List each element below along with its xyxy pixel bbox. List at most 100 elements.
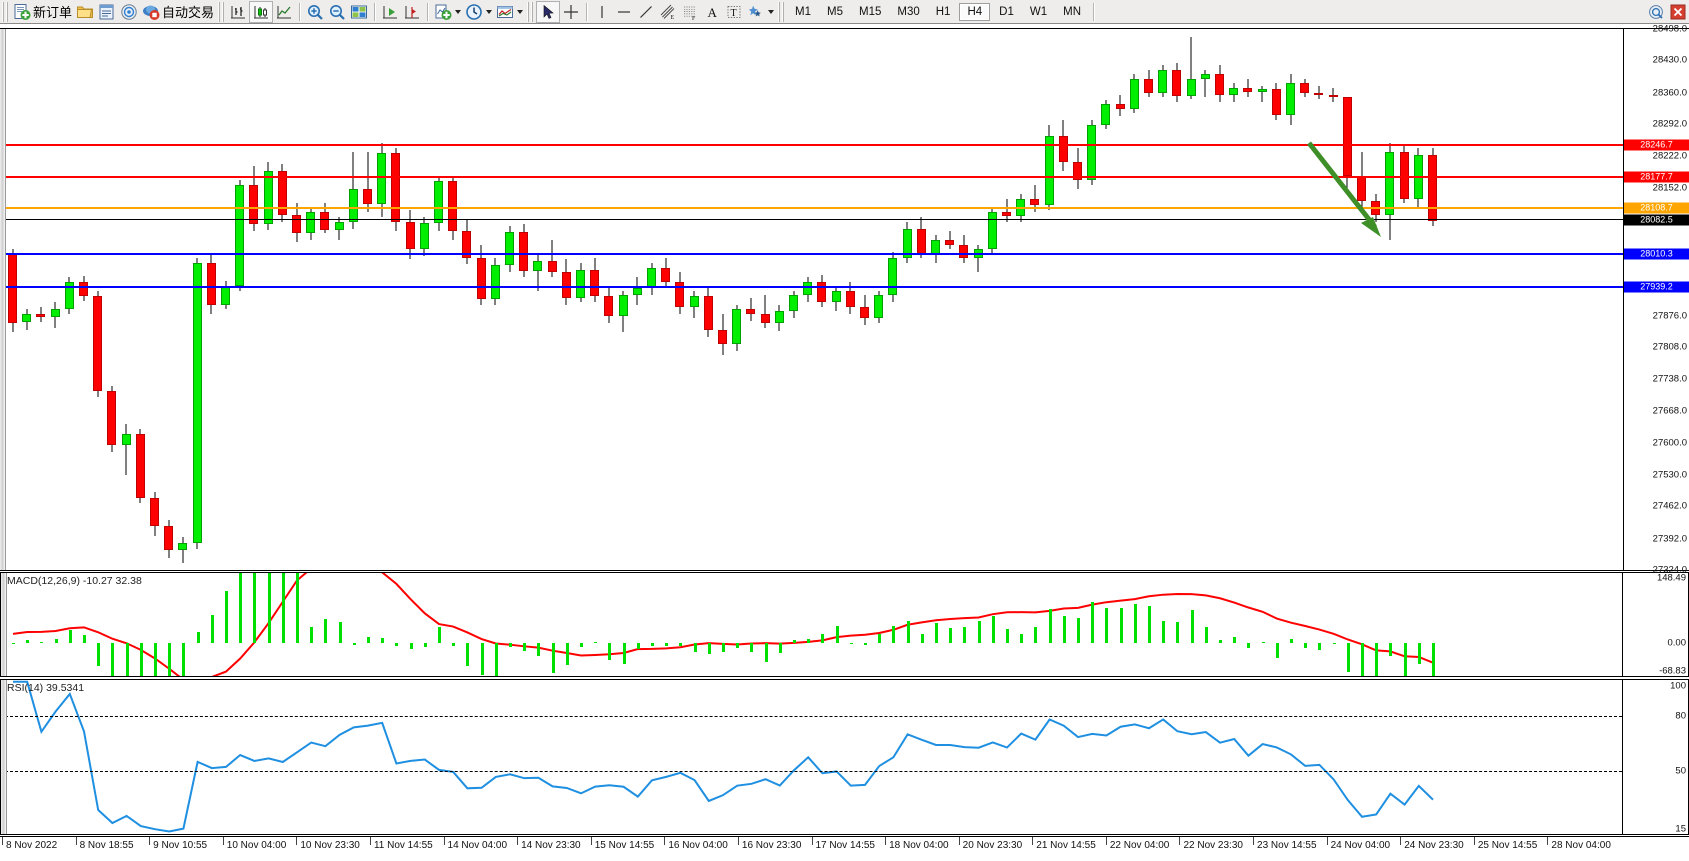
candlestick-chart-button[interactable]	[249, 0, 274, 23]
indicators-button[interactable]	[432, 1, 463, 23]
rsi-plot-area[interactable]	[5, 680, 1622, 834]
rsi-pane-grip[interactable]	[1, 680, 7, 834]
help-button[interactable]	[1645, 1, 1667, 23]
cursor-button[interactable]	[536, 0, 561, 23]
bar-chart-button[interactable]	[227, 1, 249, 23]
level-badge-support[interactable]: 27939.2	[1624, 281, 1689, 292]
macd-histogram-bar	[1091, 602, 1095, 644]
zoom-in-button[interactable]	[304, 1, 326, 23]
candle	[150, 29, 159, 570]
price-plot-area[interactable]	[4, 29, 1623, 570]
macd-label: MACD(12,26,9) -10.27 32.38	[7, 575, 142, 587]
close-button[interactable]	[1667, 1, 1689, 23]
folder-icon	[76, 3, 94, 21]
timeframe-h4[interactable]: H4	[959, 2, 991, 21]
time-tick: 24 Nov 23:30	[1404, 840, 1464, 851]
time-axis[interactable]: 8 Nov 2022 8 Nov 18:55 9 Nov 10:55 10 Nov 0…	[0, 836, 1689, 861]
candle	[93, 29, 103, 570]
auto-trading-button[interactable]: 自动交易	[140, 1, 216, 23]
toolbar-grip[interactable]	[2, 1, 9, 22]
macd-histogram-bar	[963, 627, 967, 644]
macd-axis[interactable]: 148.49 0.00 -68.83	[1622, 573, 1688, 677]
macd-histogram-bar	[1361, 643, 1364, 676]
candle-body	[320, 212, 330, 230]
crosshair-button[interactable]	[560, 1, 582, 23]
timeframe-mn[interactable]: MN	[1063, 5, 1081, 18]
macd-histogram-bar	[523, 643, 527, 651]
chevron-down-icon-3[interactable]	[517, 9, 524, 14]
zoom-out-button[interactable]	[326, 1, 348, 23]
level-badge-last-price[interactable]: 28082.5	[1624, 214, 1689, 226]
macd-plot-area[interactable]	[5, 573, 1622, 676]
level-line-resistance[interactable]	[4, 175, 1623, 178]
level-badge-resistance[interactable]: 28177.7	[1624, 171, 1689, 183]
level-line-pivot[interactable]	[4, 207, 1623, 210]
horizontal-line-button[interactable]	[613, 1, 635, 23]
candle	[419, 29, 429, 570]
text-button[interactable]: A	[701, 1, 723, 23]
timeframe-m1[interactable]: M1	[795, 5, 812, 18]
rsi-axis[interactable]: 100 80 50 15	[1622, 680, 1688, 835]
toolbar-grip-2[interactable]	[218, 1, 226, 22]
level-line-last-price[interactable]	[4, 219, 1623, 221]
signals-button[interactable]	[118, 1, 140, 23]
line-chart-button[interactable]	[273, 1, 295, 23]
candle	[164, 29, 174, 570]
timeframe-m30[interactable]: M30	[897, 5, 920, 18]
candle-body	[860, 306, 869, 319]
timeframe-d1[interactable]: D1	[999, 5, 1014, 18]
timeframe-h1[interactable]: H1	[935, 5, 951, 18]
rsi-pane[interactable]: RSI(14) 39.5341 100 80 50 15	[0, 679, 1689, 835]
tile-windows-button[interactable]	[348, 1, 370, 23]
time-tick: 28 Nov 04:00	[1551, 840, 1611, 851]
shift-end-button[interactable]	[379, 1, 401, 23]
equidistant-channel-button[interactable]: E	[657, 1, 679, 23]
timeframe-m15[interactable]: M15	[859, 5, 882, 18]
timeframe-w1[interactable]: W1	[1029, 5, 1048, 18]
candle-body	[1158, 69, 1168, 93]
level-badge-support[interactable]: 28010.3	[1624, 248, 1689, 260]
timeframe-m5[interactable]: M5	[827, 5, 843, 18]
toolbar-separator-2	[374, 2, 376, 21]
candle-body	[135, 433, 145, 499]
candle	[64, 29, 74, 570]
chevron-down-icon[interactable]	[455, 9, 462, 14]
candle	[434, 29, 443, 570]
candle	[249, 29, 259, 570]
macd-pane[interactable]: MACD(12,26,9) -10.27 32.38 148.49 0.00 -68…	[0, 572, 1689, 677]
candle	[348, 29, 358, 570]
candle	[306, 29, 316, 570]
price-pane[interactable]: 28498.0 28430.0 28360.0 28292.0 28222.0 28152…	[0, 24, 1689, 576]
level-line-support[interactable]	[4, 285, 1623, 288]
toolbar-grip-4[interactable]	[778, 1, 786, 22]
autotrading-icon	[142, 3, 160, 21]
candle-body	[263, 170, 273, 224]
folder-button[interactable]	[74, 1, 96, 23]
templates-button[interactable]	[494, 1, 525, 23]
fibonacci-button[interactable]: F	[679, 1, 701, 23]
macd-histogram-bar	[125, 643, 129, 676]
objects-button[interactable]	[745, 1, 776, 23]
candle	[1002, 29, 1011, 570]
macd-pane-grip[interactable]	[1, 573, 7, 676]
price-axis[interactable]: 28498.0 28430.0 28360.0 28292.0 28222.0 28152…	[1623, 24, 1689, 576]
macd-histogram-bar	[182, 643, 186, 676]
chevron-down-icon-4[interactable]	[768, 9, 775, 14]
label-button[interactable]: T	[723, 1, 745, 23]
level-badge-resistance[interactable]: 28246.7	[1624, 139, 1689, 151]
price-pane-grip[interactable]	[0, 29, 6, 570]
candle	[519, 29, 529, 570]
period-button[interactable]	[463, 1, 494, 23]
data-window-button[interactable]	[96, 1, 118, 23]
vertical-line-button[interactable]	[591, 1, 613, 23]
level-badge-pivot[interactable]: 28108.7	[1624, 202, 1689, 214]
trend-line-button[interactable]	[635, 1, 657, 23]
auto-scroll-button[interactable]	[401, 1, 423, 23]
new-order-button[interactable]: 新订单	[11, 1, 74, 23]
macd-histogram-bar	[26, 640, 30, 644]
candle	[916, 29, 926, 570]
level-line-resistance[interactable]	[4, 143, 1623, 146]
toolbar-grip-3[interactable]	[527, 1, 535, 22]
chevron-down-icon-2[interactable]	[486, 9, 493, 14]
level-line-support[interactable]	[4, 252, 1623, 255]
